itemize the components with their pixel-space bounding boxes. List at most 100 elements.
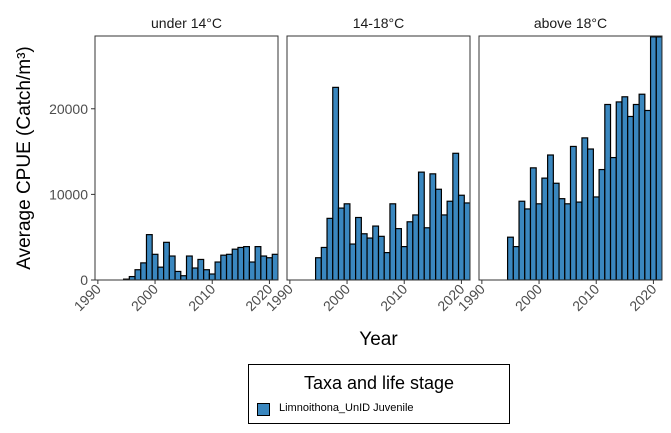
x-tick-label: 2010 xyxy=(185,281,218,314)
faceted-bar-chart: Average CPUE (Catch/m³) 0 10000 20000 under … xyxy=(14,11,663,350)
bar xyxy=(452,152,460,280)
panel-border xyxy=(94,35,279,281)
legend-item-label: Limnoithona_UnID Juvenile xyxy=(279,402,414,414)
bar xyxy=(372,225,380,280)
bar xyxy=(343,203,351,280)
bar xyxy=(592,196,600,280)
bar xyxy=(243,246,251,280)
bar xyxy=(220,254,228,280)
bar xyxy=(529,167,537,280)
bar xyxy=(191,267,199,280)
bar xyxy=(185,255,193,280)
bar xyxy=(581,137,589,280)
facet-strip xyxy=(287,11,470,36)
legend-title: Taxa and life stage xyxy=(303,373,455,393)
bar xyxy=(314,257,322,280)
bar xyxy=(163,241,170,280)
bar xyxy=(518,200,526,280)
x-tick-label: 1990 xyxy=(71,281,104,314)
bar xyxy=(552,182,560,280)
bar xyxy=(366,237,374,280)
x-tick-label: 2000 xyxy=(512,281,545,314)
bar xyxy=(609,156,617,280)
bar xyxy=(615,101,623,280)
bar xyxy=(140,262,148,280)
bar xyxy=(435,188,443,280)
legend-key-swatch xyxy=(257,403,270,416)
bar xyxy=(569,145,577,280)
bar xyxy=(632,103,640,280)
bar xyxy=(174,270,182,280)
bar xyxy=(423,227,431,280)
bar xyxy=(377,235,385,280)
facet-title: under 14°C xyxy=(151,15,222,31)
bar xyxy=(349,243,357,280)
bar xyxy=(598,168,606,280)
bar xyxy=(524,208,532,280)
x-tick-label: 2010 xyxy=(377,281,410,314)
bar xyxy=(254,246,262,280)
bar xyxy=(412,214,420,280)
facet-title: 14-18°C xyxy=(353,15,405,31)
y-tick-label: 0 xyxy=(80,272,88,288)
bar xyxy=(457,194,465,280)
bar xyxy=(644,109,652,280)
bar xyxy=(208,273,216,280)
bar xyxy=(627,115,635,280)
panel-border xyxy=(286,35,471,281)
bar xyxy=(638,93,646,280)
bar xyxy=(332,86,340,280)
bar xyxy=(197,258,205,280)
legend: Taxa and life stage Limnoithona_UnID Juv… xyxy=(248,364,510,424)
bar xyxy=(151,253,159,280)
bar xyxy=(237,246,245,280)
y-axis-label: Average CPUE (Catch/m³) xyxy=(14,46,35,270)
x-tick-label: 2020 xyxy=(626,281,659,314)
y-tick-label: 10000 xyxy=(49,186,88,202)
bar xyxy=(203,269,210,280)
bar xyxy=(506,236,514,280)
bar xyxy=(535,203,543,280)
bar xyxy=(383,252,391,280)
x-tick-label: 2010 xyxy=(569,281,602,314)
bar xyxy=(271,253,278,280)
bar xyxy=(180,275,188,280)
bar xyxy=(400,246,408,280)
bar xyxy=(463,202,470,280)
facet-strip xyxy=(95,11,278,36)
bar xyxy=(134,269,142,280)
bar xyxy=(320,246,328,280)
bar xyxy=(260,255,268,280)
bar xyxy=(389,203,397,280)
bar xyxy=(337,207,345,280)
bar xyxy=(225,253,233,280)
bar xyxy=(649,36,657,280)
x-tick-label: 2000 xyxy=(128,281,161,314)
bar xyxy=(440,214,448,280)
bar xyxy=(564,203,572,280)
bar xyxy=(604,103,612,280)
bar xyxy=(326,217,334,280)
bar xyxy=(360,233,368,280)
bar xyxy=(248,261,256,280)
bar xyxy=(575,201,583,280)
bar xyxy=(168,255,176,280)
bar xyxy=(446,200,454,280)
bar xyxy=(547,154,554,280)
bar xyxy=(621,96,629,280)
panel-border xyxy=(478,35,663,281)
bar xyxy=(214,261,222,280)
bar xyxy=(395,228,402,280)
y-tick-label: 20000 xyxy=(49,101,88,117)
bar xyxy=(587,148,594,280)
bar xyxy=(231,248,239,280)
x-axis-label: Year xyxy=(359,329,398,350)
bar xyxy=(512,246,520,280)
bar xyxy=(157,266,165,280)
facet-title: above 18°C xyxy=(534,15,607,31)
bar xyxy=(541,177,549,280)
bar xyxy=(417,171,425,280)
bar xyxy=(265,257,273,280)
x-tick-label: 2000 xyxy=(320,281,353,314)
bar xyxy=(355,216,362,280)
